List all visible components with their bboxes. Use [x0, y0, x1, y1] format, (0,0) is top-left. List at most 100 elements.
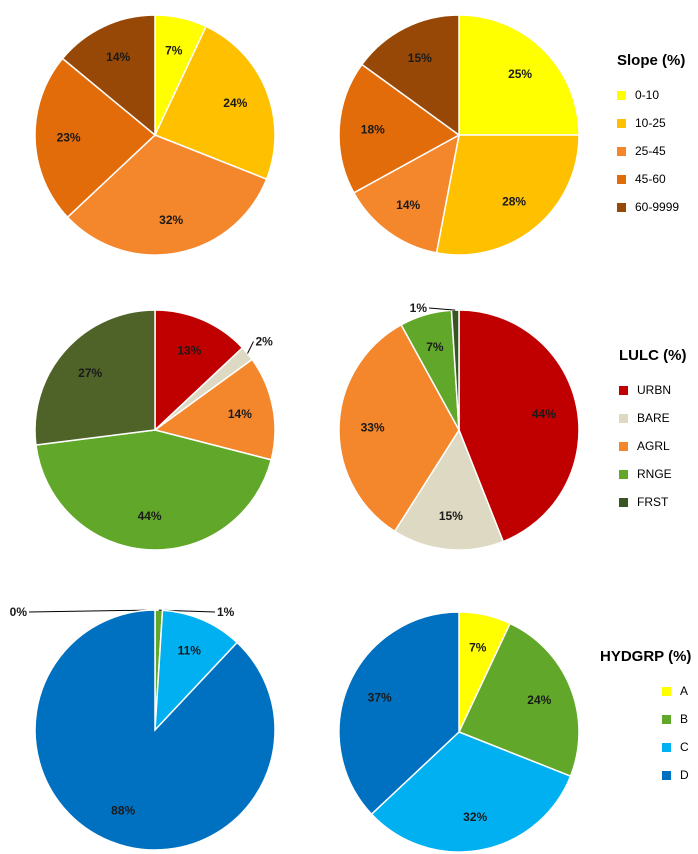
legend-swatch	[617, 118, 626, 128]
slice-data-label: 32%	[159, 213, 183, 227]
slice-data-label: 15%	[408, 51, 432, 65]
slice-data-label: 1%	[410, 301, 428, 315]
legend-item: D	[662, 761, 691, 789]
pie-slice-urbn	[154, 309, 244, 432]
leader-line	[247, 341, 254, 354]
legend-swatch	[617, 146, 626, 156]
pie-slice-10-25	[153, 25, 276, 181]
slice-data-label: 0%	[10, 605, 28, 619]
pie-slice-rnge	[35, 429, 273, 551]
pie-slice-c	[370, 731, 572, 853]
legend-item: AGRL	[619, 432, 687, 460]
slice-data-label: 2%	[256, 335, 274, 349]
slice-data-label: 33%	[361, 420, 385, 434]
legend-label: 0-10	[635, 88, 660, 102]
slice-data-label: 88%	[111, 803, 135, 817]
legend-swatch	[619, 413, 628, 423]
legend-swatch	[619, 441, 628, 451]
legend-swatch	[662, 714, 671, 724]
pie-chart-lulc-left: 13% 2% 14% 44% 27%	[34, 309, 276, 551]
pie-slice-bare	[393, 428, 505, 551]
legend-item: URBN	[619, 376, 687, 404]
legend-label: URBN	[637, 383, 672, 397]
pie-slice-d	[338, 611, 460, 816]
slice-data-label: 1%	[217, 605, 235, 619]
slice-data-label: 7%	[165, 44, 183, 58]
legend-item: A	[662, 677, 691, 705]
leader-line	[28, 609, 156, 613]
legend-label: 25-45	[635, 144, 666, 158]
pie-slice-45-60	[338, 63, 461, 194]
legend-item: 0-10	[617, 81, 685, 109]
slice-data-label: 27%	[78, 366, 102, 380]
legend-swatch	[662, 686, 671, 696]
pie-slice-agrl	[153, 358, 276, 461]
legend-lulc: LULC (%) URBN BARE AGRL RNGE FRST	[619, 347, 687, 516]
slice-data-label: 14%	[228, 407, 252, 421]
slice-data-label: 14%	[106, 50, 130, 64]
slice-data-label: 24%	[527, 693, 551, 707]
pie-slice-60-9999	[61, 14, 156, 137]
legend-swatch	[617, 90, 626, 100]
pie-slice-25-45	[66, 134, 268, 256]
legend-label: AGRL	[637, 439, 670, 453]
pie-chart-lulc-right: 44% 15% 33% 7% 1%	[338, 301, 580, 551]
pie-slice-10-25	[435, 134, 580, 256]
slice-data-label: 44%	[138, 509, 162, 523]
legend-item: B	[662, 705, 691, 733]
slice-data-label: 37%	[368, 691, 392, 705]
slice-data-label: 24%	[223, 96, 247, 110]
legend-label: A	[680, 684, 689, 698]
legend-swatch	[662, 770, 671, 780]
slice-data-label: 15%	[439, 509, 463, 523]
legend-label: B	[680, 712, 689, 726]
slice-data-label: 11%	[178, 644, 202, 658]
slice-data-label: 7%	[426, 340, 444, 354]
pie-slice-25-45	[352, 133, 461, 254]
legend-item: RNGE	[619, 460, 687, 488]
legend-swatch	[617, 202, 626, 212]
pie-slice-45-60	[34, 57, 157, 219]
legend-label: C	[680, 740, 689, 754]
slice-data-label: 44%	[532, 407, 556, 421]
pie-slice-c	[154, 609, 239, 733]
legend-item: 10-25	[617, 109, 685, 137]
legend-label: FRST	[637, 495, 669, 509]
slice-data-label: 14%	[396, 198, 420, 212]
legend-swatch	[662, 742, 671, 752]
legend-swatch	[619, 469, 628, 479]
slice-data-label: 25%	[508, 67, 532, 81]
slice-data-label: 32%	[463, 810, 487, 824]
leader-line	[428, 307, 456, 311]
pie-slice-frst	[34, 309, 156, 446]
slice-data-label: 18%	[361, 123, 385, 137]
pie-chart-hydgrp-left: 0% 1% 11% 88%	[10, 605, 276, 851]
slice-data-label: 13%	[177, 344, 201, 358]
legend-title: Slope (%)	[617, 52, 686, 69]
pie-slice-60-9999	[360, 14, 460, 137]
legend-item: C	[662, 733, 691, 761]
legend-item: BARE	[619, 404, 687, 432]
slice-data-label: 23%	[57, 131, 81, 145]
legend-swatch	[619, 497, 628, 507]
legend-label: 10-25	[635, 116, 666, 130]
legend-item: 45-60	[617, 165, 685, 193]
pie-slice-0-10	[458, 14, 580, 136]
pie-chart-slope-left: 7% 24% 32% 23% 14%	[34, 14, 276, 256]
legend-swatch	[617, 174, 626, 184]
legend-label: 45-60	[635, 172, 666, 186]
legend-item: 25-45	[617, 137, 685, 165]
legend-label: D	[680, 768, 689, 782]
legend-label: BARE	[637, 411, 670, 425]
legend-slope: Slope (%) 0-10 10-25 25-45 45-60 60-9999	[617, 52, 685, 221]
legend-title: HYDGRP (%)	[600, 648, 692, 665]
pie-slice-d	[34, 609, 276, 851]
slice-data-label: 28%	[502, 195, 526, 209]
slice-data-label: 7%	[469, 641, 487, 655]
pie-chart-hydgrp-right: 7% 24% 32% 37%	[338, 611, 580, 853]
legend-label: RNGE	[637, 467, 672, 481]
pie-chart-slope-right: 25% 28% 14% 18% 15%	[338, 14, 580, 256]
legend-item: FRST	[619, 488, 687, 516]
